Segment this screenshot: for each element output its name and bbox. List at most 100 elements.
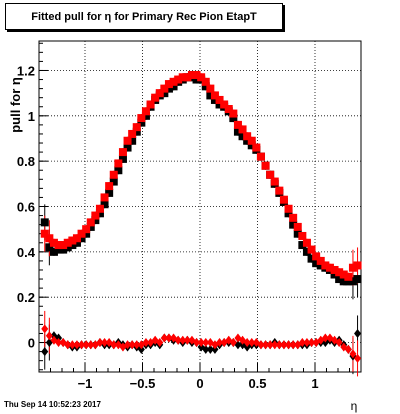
data-point-square	[229, 114, 238, 123]
data-point-square	[49, 247, 58, 256]
y-axis-title: pull for η	[8, 77, 23, 133]
data-point-square	[192, 71, 201, 80]
data-point-square	[289, 220, 298, 229]
data-point-square	[312, 259, 321, 268]
data-point-square	[348, 263, 357, 272]
data-point-diamond	[137, 344, 145, 354]
data-point-square	[353, 261, 362, 270]
data-point-square	[289, 213, 298, 222]
data-point-square	[169, 77, 178, 86]
data-point-square	[54, 245, 63, 254]
data-point-square	[348, 277, 357, 286]
data-point-square	[132, 127, 141, 136]
data-point-square	[128, 136, 137, 145]
data-point-square	[339, 277, 348, 286]
data-point-square	[59, 241, 68, 250]
data-point-square	[40, 229, 49, 238]
axis-ticks: −1 −0.5 0 0.5 1 0 0.2 0.4 0.6 0.8 1 1.2	[17, 42, 362, 391]
data-point-square	[339, 270, 348, 279]
data-point-square	[178, 73, 187, 82]
data-point-diamond	[142, 338, 150, 348]
data-point-diamond	[96, 338, 104, 348]
data-point-square	[151, 93, 160, 102]
data-point-square	[77, 229, 86, 238]
data-markers	[40, 71, 362, 363]
data-point-diamond	[174, 335, 182, 345]
data-point-square	[210, 91, 219, 100]
x-tick-label: 0	[196, 376, 203, 391]
data-point-diamond	[308, 338, 316, 348]
data-point-square	[109, 170, 118, 179]
data-point-square	[353, 275, 362, 284]
data-point-square	[100, 193, 109, 202]
data-point-square	[91, 211, 100, 220]
data-point-diamond	[354, 353, 362, 363]
data-point-diamond	[41, 324, 49, 334]
data-point-diamond	[229, 338, 237, 348]
data-point-square	[206, 91, 215, 100]
data-point-square	[252, 143, 261, 152]
data-point-square	[72, 238, 81, 247]
data-point-square	[137, 114, 146, 123]
data-point-diamond	[64, 340, 72, 350]
data-point-square	[183, 73, 192, 82]
data-point-square	[114, 159, 123, 168]
data-point-diamond	[160, 333, 168, 343]
data-point-square	[298, 231, 307, 240]
data-point-square	[238, 125, 247, 134]
data-point-square	[141, 107, 150, 116]
data-point-square	[91, 216, 100, 225]
data-point-square	[95, 209, 104, 218]
data-point-diamond	[73, 340, 81, 350]
timestamp-footer: Thu Sep 14 10:52:23 2017	[4, 400, 101, 409]
data-point-square	[118, 148, 127, 157]
y-tick-label: 1.2	[17, 63, 35, 78]
data-point-diamond	[68, 340, 76, 350]
data-point-square	[206, 84, 215, 93]
data-point-diamond	[298, 338, 306, 348]
data-point-square	[330, 265, 339, 274]
data-point-square	[123, 136, 132, 145]
data-point-diamond	[110, 340, 118, 350]
data-point-square	[192, 75, 201, 84]
data-point-square	[54, 241, 63, 250]
data-point-square	[77, 234, 86, 243]
data-point-square	[330, 270, 339, 279]
data-point-square	[86, 222, 95, 231]
data-point-diamond	[202, 344, 210, 354]
data-point-diamond	[206, 344, 214, 354]
data-point-diamond	[266, 340, 274, 350]
y-tick-label: 0.4	[17, 245, 36, 260]
data-point-diamond	[41, 347, 49, 357]
data-point-square	[335, 275, 344, 284]
data-point-square	[316, 256, 325, 265]
data-point-square	[256, 152, 265, 161]
data-point-diamond	[156, 338, 164, 348]
data-point-square	[95, 204, 104, 213]
data-point-square	[266, 170, 275, 179]
data-point-diamond	[216, 338, 224, 348]
data-point-square	[72, 234, 81, 243]
data-point-square	[298, 241, 307, 250]
data-point-square	[275, 186, 284, 195]
data-point-diamond	[303, 338, 311, 348]
data-point-square	[114, 166, 123, 175]
data-point-diamond	[101, 338, 109, 348]
x-tick-label: −0.5	[130, 376, 156, 391]
data-point-square	[109, 177, 118, 186]
data-point-diamond	[202, 338, 210, 348]
data-point-diamond	[335, 338, 343, 348]
data-point-square	[169, 82, 178, 91]
data-point-square	[201, 77, 210, 86]
data-point-square	[160, 84, 169, 93]
data-point-diamond	[82, 340, 90, 350]
data-point-square	[210, 95, 219, 104]
data-point-square	[312, 252, 321, 261]
data-point-square	[86, 218, 95, 227]
data-point-square	[118, 154, 127, 163]
data-point-diamond	[87, 340, 95, 350]
data-point-diamond	[248, 338, 256, 348]
data-point-square	[243, 132, 252, 141]
data-point-square	[49, 238, 58, 247]
data-point-square	[174, 75, 183, 84]
